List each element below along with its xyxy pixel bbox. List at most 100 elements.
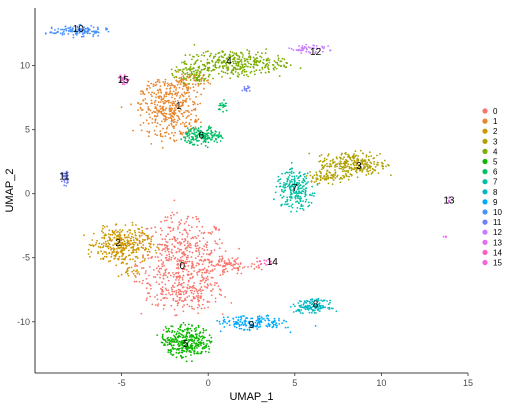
point (92, 26, 95, 29)
point (301, 207, 304, 210)
point (168, 255, 171, 258)
point (162, 101, 164, 103)
point (173, 245, 176, 248)
point (241, 321, 244, 324)
point (201, 337, 204, 340)
point (139, 124, 142, 126)
point (162, 248, 165, 251)
point (92, 33, 95, 36)
point (184, 340, 186, 343)
point (198, 251, 201, 254)
cluster-label-8: 8 (313, 299, 319, 310)
point (292, 190, 295, 193)
point (170, 338, 173, 341)
point (200, 125, 202, 128)
point (167, 83, 170, 86)
point (242, 315, 244, 317)
point (252, 65, 255, 68)
point (81, 25, 84, 28)
point (173, 76, 176, 79)
point (181, 299, 183, 302)
point (356, 176, 359, 179)
point (173, 118, 176, 121)
legend-key-3 (482, 138, 488, 144)
point (195, 249, 197, 252)
point (157, 256, 159, 259)
point (296, 177, 299, 180)
point (185, 258, 188, 261)
point (182, 85, 185, 88)
point (156, 104, 159, 106)
point (226, 69, 229, 72)
point (91, 239, 94, 241)
point (219, 102, 222, 105)
legend-key-10 (482, 209, 488, 215)
point (121, 229, 124, 232)
legend-key-11 (482, 219, 488, 225)
point (282, 319, 285, 322)
point (180, 77, 183, 80)
point (174, 100, 177, 103)
point (87, 253, 90, 255)
point (187, 284, 189, 286)
point (142, 254, 145, 256)
point (185, 343, 187, 346)
point (183, 91, 186, 94)
point (292, 189, 295, 192)
point (148, 131, 151, 134)
point (159, 108, 162, 110)
point (215, 53, 217, 56)
point (183, 304, 186, 307)
point (318, 303, 320, 306)
point (342, 158, 344, 160)
point (135, 280, 138, 283)
point (178, 296, 181, 299)
point (277, 180, 279, 183)
point (210, 138, 213, 141)
point (184, 336, 187, 338)
point (332, 161, 335, 164)
point (250, 324, 252, 327)
point (188, 68, 191, 71)
point (193, 77, 196, 79)
point (142, 267, 145, 269)
point (376, 154, 378, 157)
point (151, 95, 153, 97)
point (314, 50, 317, 53)
point (237, 64, 240, 67)
point (186, 135, 189, 138)
point (145, 270, 147, 272)
point (299, 175, 302, 178)
point (214, 66, 217, 69)
point (274, 321, 276, 323)
point (373, 161, 375, 163)
point (187, 240, 189, 243)
point (186, 331, 189, 334)
point (166, 82, 169, 85)
point (171, 72, 174, 75)
point (190, 74, 193, 76)
point (136, 244, 139, 247)
cluster-label-1: 1 (176, 101, 182, 112)
point (166, 341, 169, 344)
point (197, 74, 200, 77)
point (186, 242, 189, 245)
point (278, 178, 280, 181)
y-axis-title: UMAP_2 (4, 168, 16, 212)
point (142, 247, 145, 250)
point (204, 259, 207, 262)
point (156, 298, 159, 301)
point (207, 136, 210, 139)
point (275, 67, 278, 70)
point (232, 263, 235, 266)
point (194, 109, 197, 111)
point (300, 203, 303, 206)
point (172, 100, 175, 103)
point (178, 77, 181, 80)
point (69, 26, 72, 28)
point (254, 73, 256, 76)
point (217, 61, 220, 64)
point (195, 327, 198, 329)
point (126, 80, 129, 82)
point (166, 247, 169, 250)
